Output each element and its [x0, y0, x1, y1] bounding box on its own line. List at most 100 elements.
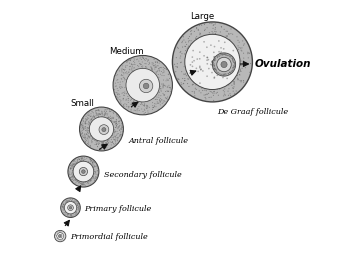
Point: [111, 135, 117, 139]
Point: [100, 114, 106, 118]
Point: [222, 52, 228, 56]
Point: [206, 56, 212, 60]
Point: [66, 172, 72, 176]
Point: [66, 196, 72, 200]
Point: [219, 79, 224, 84]
Point: [146, 62, 152, 67]
Point: [156, 93, 162, 97]
Point: [212, 63, 217, 67]
Point: [232, 70, 238, 74]
Point: [209, 29, 215, 34]
Point: [214, 59, 220, 63]
Point: [211, 58, 217, 62]
Point: [124, 102, 130, 107]
Point: [125, 96, 131, 101]
Point: [117, 119, 122, 123]
Point: [226, 32, 231, 36]
Point: [72, 182, 78, 186]
Point: [150, 63, 156, 67]
Point: [152, 104, 157, 108]
Point: [86, 113, 91, 117]
Point: [196, 23, 202, 28]
Point: [197, 40, 203, 44]
Point: [211, 63, 217, 67]
Point: [85, 116, 90, 120]
Point: [208, 36, 213, 40]
Point: [210, 46, 216, 50]
Point: [172, 62, 177, 66]
Point: [198, 68, 204, 72]
Point: [68, 167, 74, 171]
Point: [232, 61, 237, 66]
Point: [235, 44, 241, 48]
Point: [211, 61, 216, 65]
Point: [68, 163, 74, 167]
Point: [222, 40, 228, 44]
Point: [54, 236, 60, 240]
Point: [108, 140, 114, 144]
Point: [231, 60, 237, 64]
Point: [107, 109, 112, 113]
Point: [209, 51, 215, 55]
Point: [232, 60, 237, 64]
Point: [103, 140, 109, 144]
Point: [89, 119, 94, 123]
Point: [191, 65, 197, 69]
Point: [198, 34, 204, 38]
Point: [91, 137, 97, 141]
Circle shape: [61, 198, 80, 217]
Point: [78, 159, 83, 163]
Point: [214, 60, 219, 64]
Point: [125, 98, 131, 102]
Point: [221, 39, 227, 43]
Point: [129, 97, 134, 101]
Point: [210, 62, 216, 66]
Point: [239, 49, 245, 53]
Point: [126, 104, 131, 108]
Point: [193, 81, 199, 85]
Point: [78, 181, 83, 186]
Point: [203, 54, 209, 59]
Point: [225, 54, 231, 58]
Point: [109, 136, 115, 140]
Point: [216, 43, 221, 47]
Point: [232, 61, 238, 65]
Point: [199, 76, 205, 80]
Point: [105, 139, 111, 143]
Point: [79, 123, 84, 127]
Point: [91, 168, 97, 172]
Point: [194, 66, 199, 70]
Point: [231, 82, 237, 86]
Point: [95, 173, 100, 178]
Point: [236, 63, 241, 67]
Point: [152, 65, 158, 69]
Point: [231, 83, 237, 87]
Point: [84, 132, 89, 136]
Point: [96, 108, 101, 112]
Point: [89, 117, 95, 121]
Point: [120, 80, 126, 84]
Point: [90, 163, 96, 167]
Point: [203, 61, 209, 65]
Point: [99, 109, 105, 113]
Point: [200, 54, 206, 58]
Point: [150, 69, 155, 73]
Point: [150, 104, 155, 108]
Point: [57, 230, 63, 234]
Point: [157, 66, 163, 70]
Point: [221, 78, 227, 82]
Point: [118, 133, 124, 137]
Point: [117, 118, 123, 123]
Point: [236, 45, 242, 50]
Point: [206, 60, 212, 64]
Point: [222, 59, 228, 63]
Point: [110, 140, 115, 144]
Point: [136, 100, 141, 104]
Point: [216, 70, 221, 75]
Point: [69, 178, 74, 182]
Point: [223, 74, 228, 78]
Point: [179, 70, 184, 74]
Point: [113, 81, 118, 85]
Point: [98, 112, 104, 116]
Point: [206, 59, 212, 63]
